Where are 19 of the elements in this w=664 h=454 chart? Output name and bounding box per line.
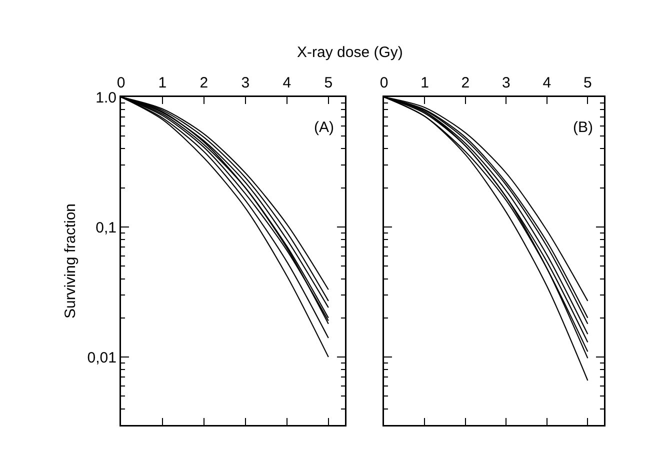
x-tick-label: 0 bbox=[380, 74, 388, 92]
annotation: (B) bbox=[573, 119, 593, 136]
y-tick-label: 0,01 bbox=[87, 349, 116, 366]
y-tick-label: 1.0 bbox=[96, 89, 116, 106]
y-axis-title: Surviving fraction bbox=[62, 203, 79, 319]
x-tick-label: 3 bbox=[241, 74, 250, 92]
annotation: (A) bbox=[314, 119, 334, 136]
x-tick-label: 4 bbox=[282, 74, 292, 92]
y-tick-label: 0,1 bbox=[96, 219, 116, 236]
x-tick-label: 5 bbox=[324, 74, 333, 92]
x-tick-label: 1 bbox=[158, 74, 167, 92]
x-tick-label: 5 bbox=[584, 74, 592, 92]
x-tick-label: 1 bbox=[420, 74, 429, 92]
x-tick-label: 2 bbox=[200, 74, 208, 92]
x-tick-label: 3 bbox=[502, 74, 510, 92]
x-tick-label: 4 bbox=[542, 74, 552, 92]
x-tick-label: 0 bbox=[116, 74, 126, 92]
x-tick-label: 2 bbox=[461, 74, 470, 92]
x-axis-title: X-ray dose (Gy) bbox=[297, 44, 403, 61]
